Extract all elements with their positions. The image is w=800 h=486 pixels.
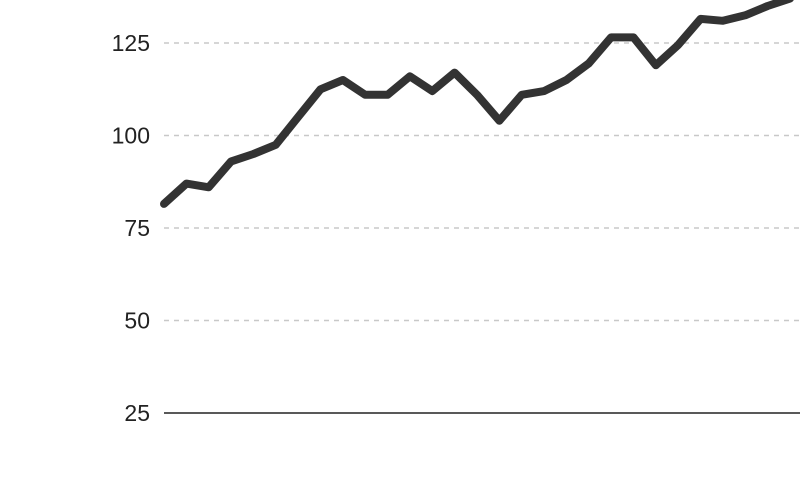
- gridlines: [164, 42, 800, 414]
- y-tick-label-75: 75: [124, 215, 150, 241]
- y-tick-label-25: 25: [124, 400, 150, 426]
- y-tick-label-125: 125: [112, 30, 150, 56]
- y-axis: 25 50 75 100 125: [112, 30, 150, 426]
- series-group: [160, 0, 794, 208]
- series-line-0: [160, 0, 794, 208]
- y-tick-label-50: 50: [124, 308, 150, 334]
- y-tick-label-100: 100: [112, 123, 150, 149]
